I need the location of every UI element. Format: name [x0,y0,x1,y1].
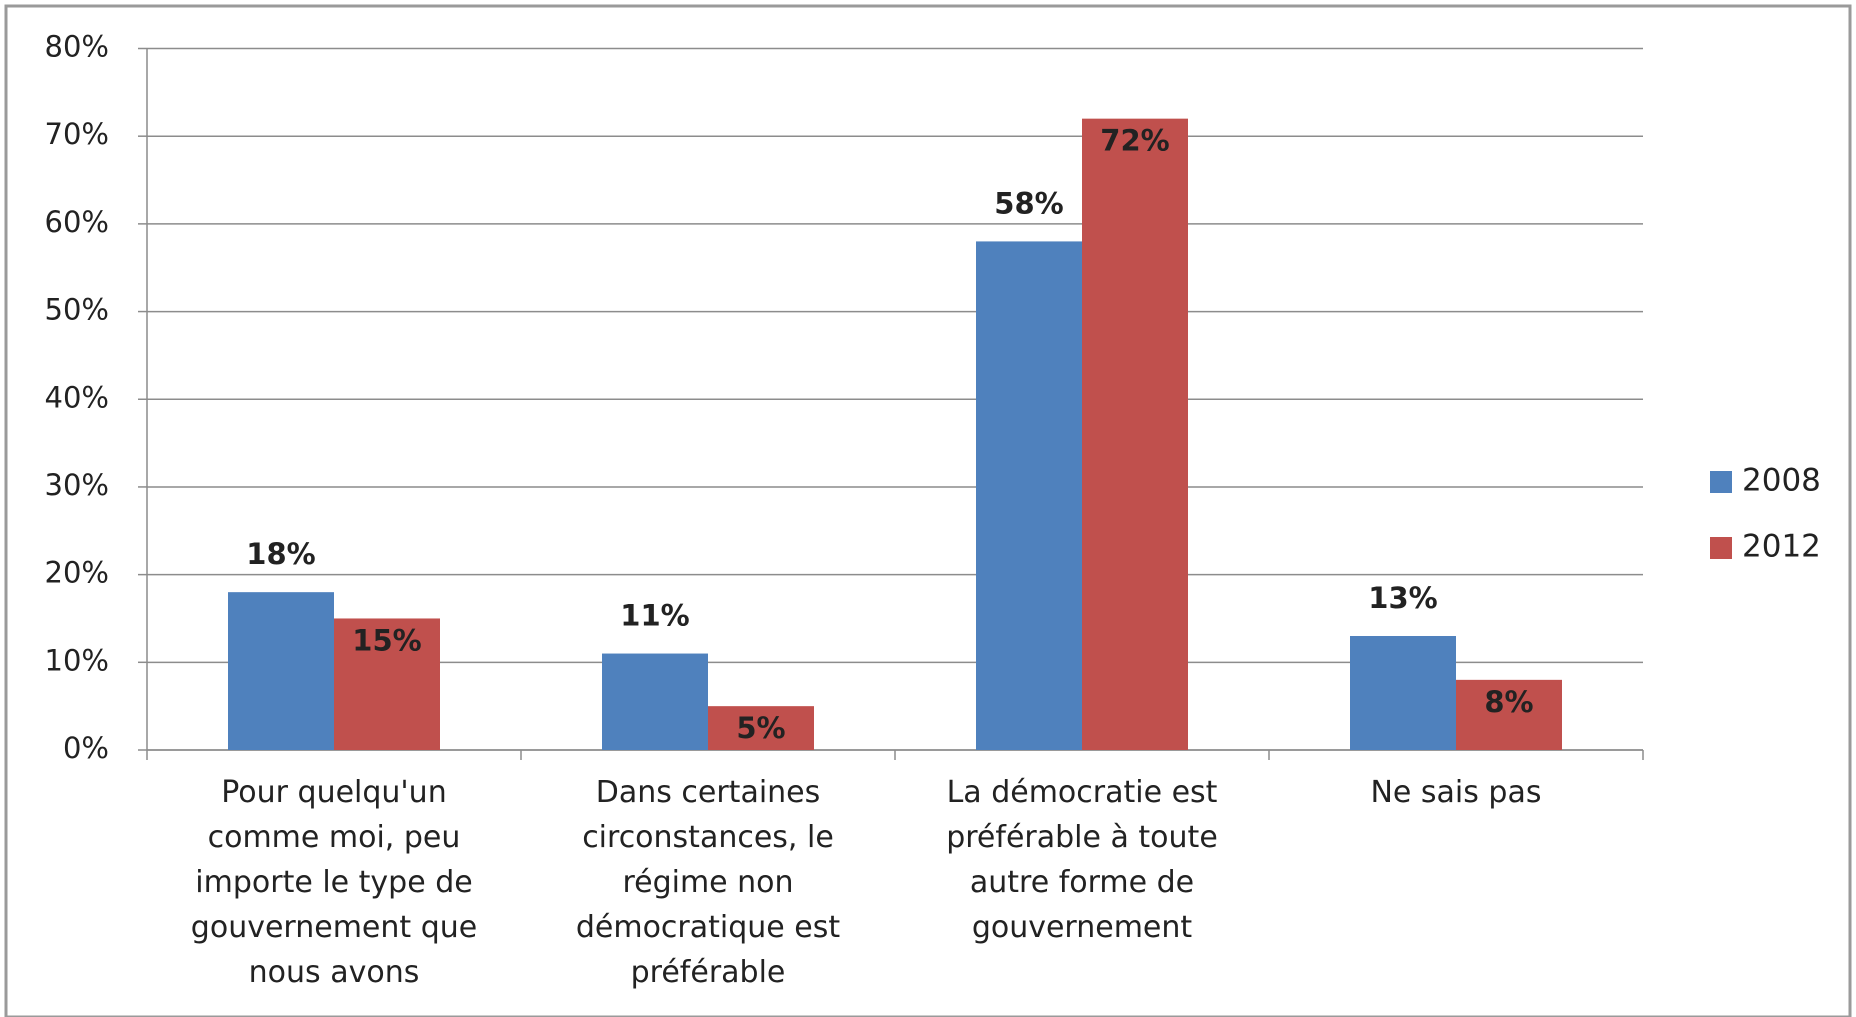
bar [602,653,708,750]
y-tick-label: 50% [45,293,109,327]
data-label: 8% [1484,685,1533,719]
x-tick-label: La démocratie est préférable à toute aut… [946,775,1218,945]
y-tick-label: 40% [45,380,109,414]
legend-swatch [1710,537,1732,559]
data-label: 11% [620,599,689,633]
data-label: 72% [1100,124,1169,158]
data-label: 13% [1368,581,1437,615]
bar [228,592,334,750]
legend-swatch [1710,471,1732,493]
y-tick-label: 20% [45,556,109,590]
y-tick-label: 0% [63,731,109,765]
y-tick-label: 10% [45,643,109,677]
bar [1456,679,1562,750]
data-label: 5% [736,711,785,745]
data-label: 58% [994,186,1063,220]
bar [1350,636,1456,750]
y-tick-label: 60% [45,205,109,239]
y-tick-label: 70% [45,117,109,151]
legend-label: 2008 [1742,463,1821,499]
bar [1082,118,1188,750]
x-tick-label: Pour quelqu'un comme moi, peu importe le… [190,775,478,990]
data-label: 15% [352,623,421,657]
y-tick-label: 30% [45,468,109,502]
x-tick-label: Dans certaines circonstances, le régime … [575,775,841,990]
bar [976,241,1082,750]
legend-label: 2012 [1742,529,1821,565]
bar [334,618,440,750]
x-tick-label: Ne sais pas [1370,775,1542,810]
y-tick-label: 80% [45,30,109,64]
bar [708,706,814,750]
chart-frame [4,4,1852,1017]
data-label: 18% [246,537,315,571]
